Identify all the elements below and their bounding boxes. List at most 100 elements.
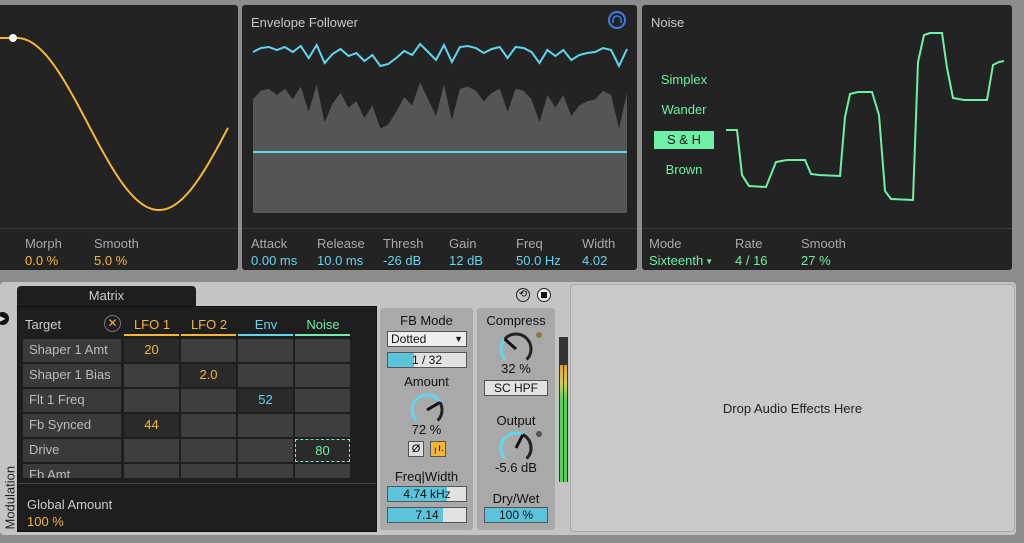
param-value: 50.0 Hz bbox=[516, 253, 561, 268]
noise-type-0[interactable]: Simplex bbox=[660, 72, 708, 87]
target-row[interactable]: Fb Synced bbox=[23, 414, 121, 437]
clear-icon[interactable]: ✕ bbox=[104, 315, 121, 332]
envelope-panel: Envelope Follower Attack 0.00 ms Release 10… bbox=[242, 5, 637, 270]
amount-label: Amount bbox=[404, 374, 449, 389]
env-param[interactable]: Attack 0.00 ms bbox=[251, 236, 297, 268]
morph-param[interactable]: Morph 0.0 % bbox=[25, 236, 62, 268]
fb-time-field[interactable]: 1 / 32 bbox=[387, 352, 467, 368]
matrix-cell[interactable]: 20 bbox=[124, 339, 179, 362]
target-row[interactable]: Shaper 1 Amt bbox=[23, 339, 121, 362]
source-header[interactable]: Env bbox=[254, 317, 278, 332]
target-row[interactable]: Drive bbox=[23, 439, 121, 462]
matrix-cell[interactable] bbox=[238, 364, 293, 387]
smooth-value: 5.0 % bbox=[94, 253, 128, 268]
output-knob[interactable] bbox=[496, 428, 536, 468]
spectrum-icon[interactable]: ╷ı. bbox=[430, 441, 446, 457]
headphones-icon[interactable] bbox=[608, 11, 626, 29]
source-bar bbox=[238, 334, 293, 336]
env-param[interactable]: Gain 12 dB bbox=[449, 236, 483, 268]
matrix-cell[interactable] bbox=[124, 364, 179, 387]
freq-field[interactable]: 4.74 kHz bbox=[387, 486, 467, 502]
source-header[interactable]: LFO 2 bbox=[190, 317, 228, 332]
matrix-cell[interactable] bbox=[295, 339, 350, 362]
matrix-cell[interactable] bbox=[238, 439, 293, 462]
env-param[interactable]: Freq 50.0 Hz bbox=[516, 236, 561, 268]
output-section: Compress 32 % SC HPF Output -5.6 dB Dry/… bbox=[477, 308, 555, 530]
matrix-cell[interactable] bbox=[181, 414, 236, 437]
phase-invert-button[interactable]: Ø bbox=[408, 441, 424, 457]
matrix-cell[interactable] bbox=[238, 339, 293, 362]
expand-arrow-icon[interactable]: ▶ bbox=[0, 312, 9, 325]
param-label: Thresh bbox=[383, 236, 424, 251]
feedback-section: FB Mode Dotted ▼ 1 / 32 Amount 72 % Ø ╷ı.… bbox=[380, 308, 473, 530]
param-label: Rate bbox=[735, 236, 763, 251]
source-bar bbox=[181, 334, 236, 336]
noise-panel: Noise Simplex Wander S & H Brown Mode Sixtee… bbox=[642, 5, 1012, 270]
param-value: 10.0 ms bbox=[317, 253, 364, 268]
drywet-field[interactable]: 100 % bbox=[484, 507, 548, 523]
device-area: Modulation ▶ Matrix Target ✕ LFO 1 LFO 2 E… bbox=[0, 282, 1016, 535]
source-header[interactable]: LFO 1 bbox=[133, 317, 171, 332]
param-value: 12 dB bbox=[449, 253, 483, 268]
target-row[interactable]: Flt 1 Freq bbox=[23, 389, 121, 412]
noise-type-3[interactable]: Brown bbox=[665, 162, 703, 177]
fb-mode-dropdown[interactable]: Dotted ▼ bbox=[387, 331, 467, 347]
compress-knob[interactable] bbox=[496, 329, 536, 369]
target-row[interactable]: Shaper 1 Bias bbox=[23, 364, 121, 387]
fb-mode-label: FB Mode bbox=[400, 313, 453, 328]
width-field[interactable]: 7.14 bbox=[387, 507, 467, 523]
output-led bbox=[536, 431, 542, 437]
level-meter bbox=[559, 337, 568, 482]
matrix-cell[interactable] bbox=[181, 389, 236, 412]
noise-title: Noise bbox=[651, 15, 685, 30]
matrix-cell[interactable] bbox=[124, 464, 179, 478]
matrix-cell[interactable]: 2.0 bbox=[181, 364, 236, 387]
refresh-icon[interactable]: ⟲ bbox=[516, 288, 530, 302]
noise-param[interactable]: Rate 4 / 16 bbox=[735, 236, 768, 268]
matrix-cell[interactable] bbox=[295, 464, 350, 478]
global-amount-value[interactable]: 100 % bbox=[27, 514, 64, 529]
smooth-param[interactable]: Smooth 5.0 % bbox=[94, 236, 139, 268]
envelope-display bbox=[252, 11, 628, 214]
matrix-cell[interactable]: 80 bbox=[295, 439, 350, 462]
noise-param[interactable]: Mode Sixteenth ▼ bbox=[649, 236, 713, 268]
matrix-cell[interactable] bbox=[181, 439, 236, 462]
param-value: 27 % bbox=[801, 253, 831, 268]
matrix-cell[interactable]: 44 bbox=[124, 414, 179, 437]
matrix-cell[interactable] bbox=[124, 389, 179, 412]
target-row[interactable]: Fb Amt bbox=[23, 464, 121, 478]
param-value: 4.02 bbox=[582, 253, 608, 268]
matrix-cell[interactable] bbox=[295, 389, 350, 412]
matrix-cell[interactable] bbox=[295, 414, 350, 437]
env-param[interactable]: Width 4.02 bbox=[582, 236, 615, 268]
matrix-cell[interactable] bbox=[295, 364, 350, 387]
noise-type-1[interactable]: Wander bbox=[661, 102, 707, 117]
noise-type-2[interactable]: S & H bbox=[654, 131, 714, 149]
matrix-cell[interactable] bbox=[238, 464, 293, 478]
matrix-cell[interactable]: 52 bbox=[238, 389, 293, 412]
morph-label: Morph bbox=[25, 236, 62, 251]
compress-value: 32 % bbox=[501, 361, 531, 376]
amount-knob[interactable] bbox=[407, 390, 447, 430]
param-value: 4 / 16 bbox=[735, 253, 768, 268]
drop-zone[interactable]: Drop Audio Effects Here bbox=[570, 284, 1015, 532]
env-param[interactable]: Release 10.0 ms bbox=[317, 236, 365, 268]
tab-matrix[interactable]: Matrix bbox=[17, 286, 196, 308]
matrix-cell[interactable] bbox=[181, 464, 236, 478]
global-amount-label: Global Amount bbox=[27, 497, 113, 512]
dropdown-arrow-icon: ▼ bbox=[705, 257, 714, 266]
noise-param[interactable]: Smooth 27 % bbox=[801, 236, 846, 268]
save-icon[interactable] bbox=[537, 288, 551, 302]
smooth-label: Smooth bbox=[94, 236, 139, 251]
matrix-cell[interactable] bbox=[238, 414, 293, 437]
lfo-handle[interactable] bbox=[9, 34, 17, 42]
sc-hpf-button[interactable]: SC HPF bbox=[484, 380, 548, 396]
output-value: -5.6 dB bbox=[495, 460, 537, 475]
matrix-cell[interactable] bbox=[181, 339, 236, 362]
env-param[interactable]: Thresh -26 dB bbox=[383, 236, 423, 268]
modulation-label[interactable]: Modulation bbox=[2, 465, 18, 530]
matrix-cell[interactable] bbox=[124, 439, 179, 462]
param-label: Mode bbox=[649, 236, 682, 251]
param-label: Release bbox=[317, 236, 365, 251]
source-header[interactable]: Noise bbox=[306, 317, 340, 332]
